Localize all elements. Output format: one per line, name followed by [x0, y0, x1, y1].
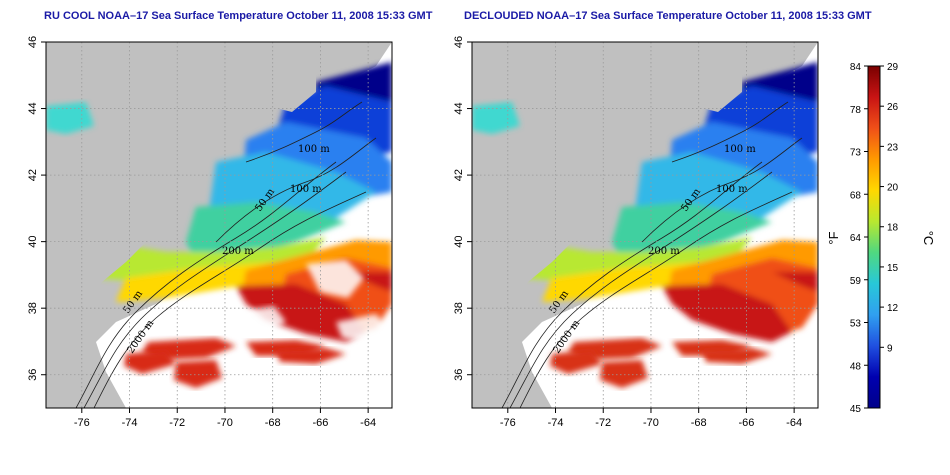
cloud-patch [242, 306, 286, 334]
sst-region [600, 360, 648, 388]
y-tick-label: 42 [453, 169, 465, 181]
sst-region [550, 350, 602, 374]
x-tick-label: -68 [691, 417, 707, 429]
x-tick-label: -72 [169, 417, 185, 429]
bathymetry-contours [501, 101, 803, 408]
bathymetry-contours [75, 101, 377, 408]
depth-contour-line [509, 171, 773, 408]
sst-region [124, 350, 176, 374]
depth-contour-line [83, 171, 347, 408]
f-tick-label: 84 [850, 62, 862, 73]
depth-contour-line [93, 191, 367, 408]
coastline-land [266, 72, 316, 112]
sst-field [46, 42, 392, 408]
depth-contour-line [215, 137, 377, 243]
c-tick-label: 20 [887, 183, 899, 194]
sst-region [612, 202, 772, 262]
contour-label: 200 m [222, 246, 254, 257]
c-tick-label: 26 [887, 102, 899, 113]
celsius-unit-label: °C [921, 231, 936, 246]
cloud-patch [306, 260, 364, 298]
depth-contour-line [671, 101, 789, 163]
depth-contour-line [519, 191, 793, 408]
f-tick-label: 53 [850, 319, 862, 330]
cloud-patch [336, 314, 392, 344]
y-tick-label: 38 [27, 302, 39, 314]
x-tick-label: -72 [595, 417, 611, 429]
f-tick-label: 78 [850, 105, 862, 116]
f-tick-label: 68 [850, 190, 862, 201]
sst-region [522, 237, 752, 282]
c-tick-label: 12 [887, 303, 899, 314]
y-tick-label: 40 [27, 236, 39, 248]
sst-region [662, 284, 792, 342]
sst-region [276, 348, 346, 364]
right-panel-title: DECLOUDED NOAA–17 Sea Surface Temperatur… [464, 10, 872, 22]
c-tick-label: 18 [887, 223, 899, 234]
depth-contour-line [245, 101, 363, 163]
y-tick-label: 46 [453, 36, 465, 48]
y-tick-label: 46 [27, 36, 39, 48]
x-tick-label: -68 [265, 417, 281, 429]
sst-region [174, 360, 222, 388]
contour-label: 200 m [648, 246, 680, 257]
y-tick-label: 38 [453, 302, 465, 314]
colorbar-gradient [867, 65, 881, 409]
x-tick-label: -76 [74, 417, 90, 429]
coastline-land [46, 142, 146, 408]
map-frame [471, 41, 819, 409]
depth-contour-line [75, 161, 337, 408]
f-tick-label: 64 [850, 233, 862, 244]
x-tick-label: -74 [548, 417, 564, 429]
fahrenheit-unit-label: °F [826, 231, 841, 244]
contour-label: 100 m [716, 184, 748, 195]
y-tick-label: 36 [453, 369, 465, 381]
sst-region [236, 284, 366, 342]
x-tick-label: -76 [500, 417, 516, 429]
x-tick-label: -70 [217, 417, 233, 429]
x-tick-label: -66 [738, 417, 754, 429]
contour-label: 100 m [298, 144, 330, 155]
c-tick-label: 23 [887, 142, 899, 153]
contour-label: 100 m [724, 144, 756, 155]
sst-field [472, 42, 818, 408]
depth-contour-line [641, 137, 803, 243]
f-tick-label: 73 [850, 148, 862, 159]
y-tick-label: 44 [453, 102, 465, 114]
contour-label: 100 m [290, 184, 322, 195]
sst-region [186, 202, 346, 262]
y-tick-label: 36 [27, 369, 39, 381]
left-panel-title: RU COOL NOAA–17 Sea Surface Temperature … [44, 10, 433, 22]
sst-region [772, 272, 818, 292]
y-tick-label: 40 [453, 236, 465, 248]
y-tick-label: 42 [27, 169, 39, 181]
sst-region [96, 237, 326, 282]
coastline-land [692, 72, 742, 112]
x-tick-label: -70 [643, 417, 659, 429]
f-tick-label: 48 [850, 361, 862, 372]
x-tick-label: -64 [786, 417, 802, 429]
f-tick-label: 59 [850, 276, 862, 287]
c-tick-label: 15 [887, 263, 899, 274]
y-tick-label: 44 [27, 102, 39, 114]
c-tick-label: 9 [887, 343, 893, 354]
sst-region [702, 348, 772, 364]
coastline-land [472, 142, 572, 408]
c-tick-label: 29 [887, 62, 899, 73]
x-tick-label: -64 [360, 417, 376, 429]
x-tick-label: -74 [122, 417, 138, 429]
map-frame [45, 41, 393, 409]
x-tick-label: -66 [312, 417, 328, 429]
depth-contour-line [501, 161, 763, 408]
temperature-colorbar: 84 78 73 68 64 59 53 48 45 29 26 23 20 18 15 12 9 °F °C [826, 62, 936, 415]
f-tick-label: 45 [850, 404, 862, 415]
